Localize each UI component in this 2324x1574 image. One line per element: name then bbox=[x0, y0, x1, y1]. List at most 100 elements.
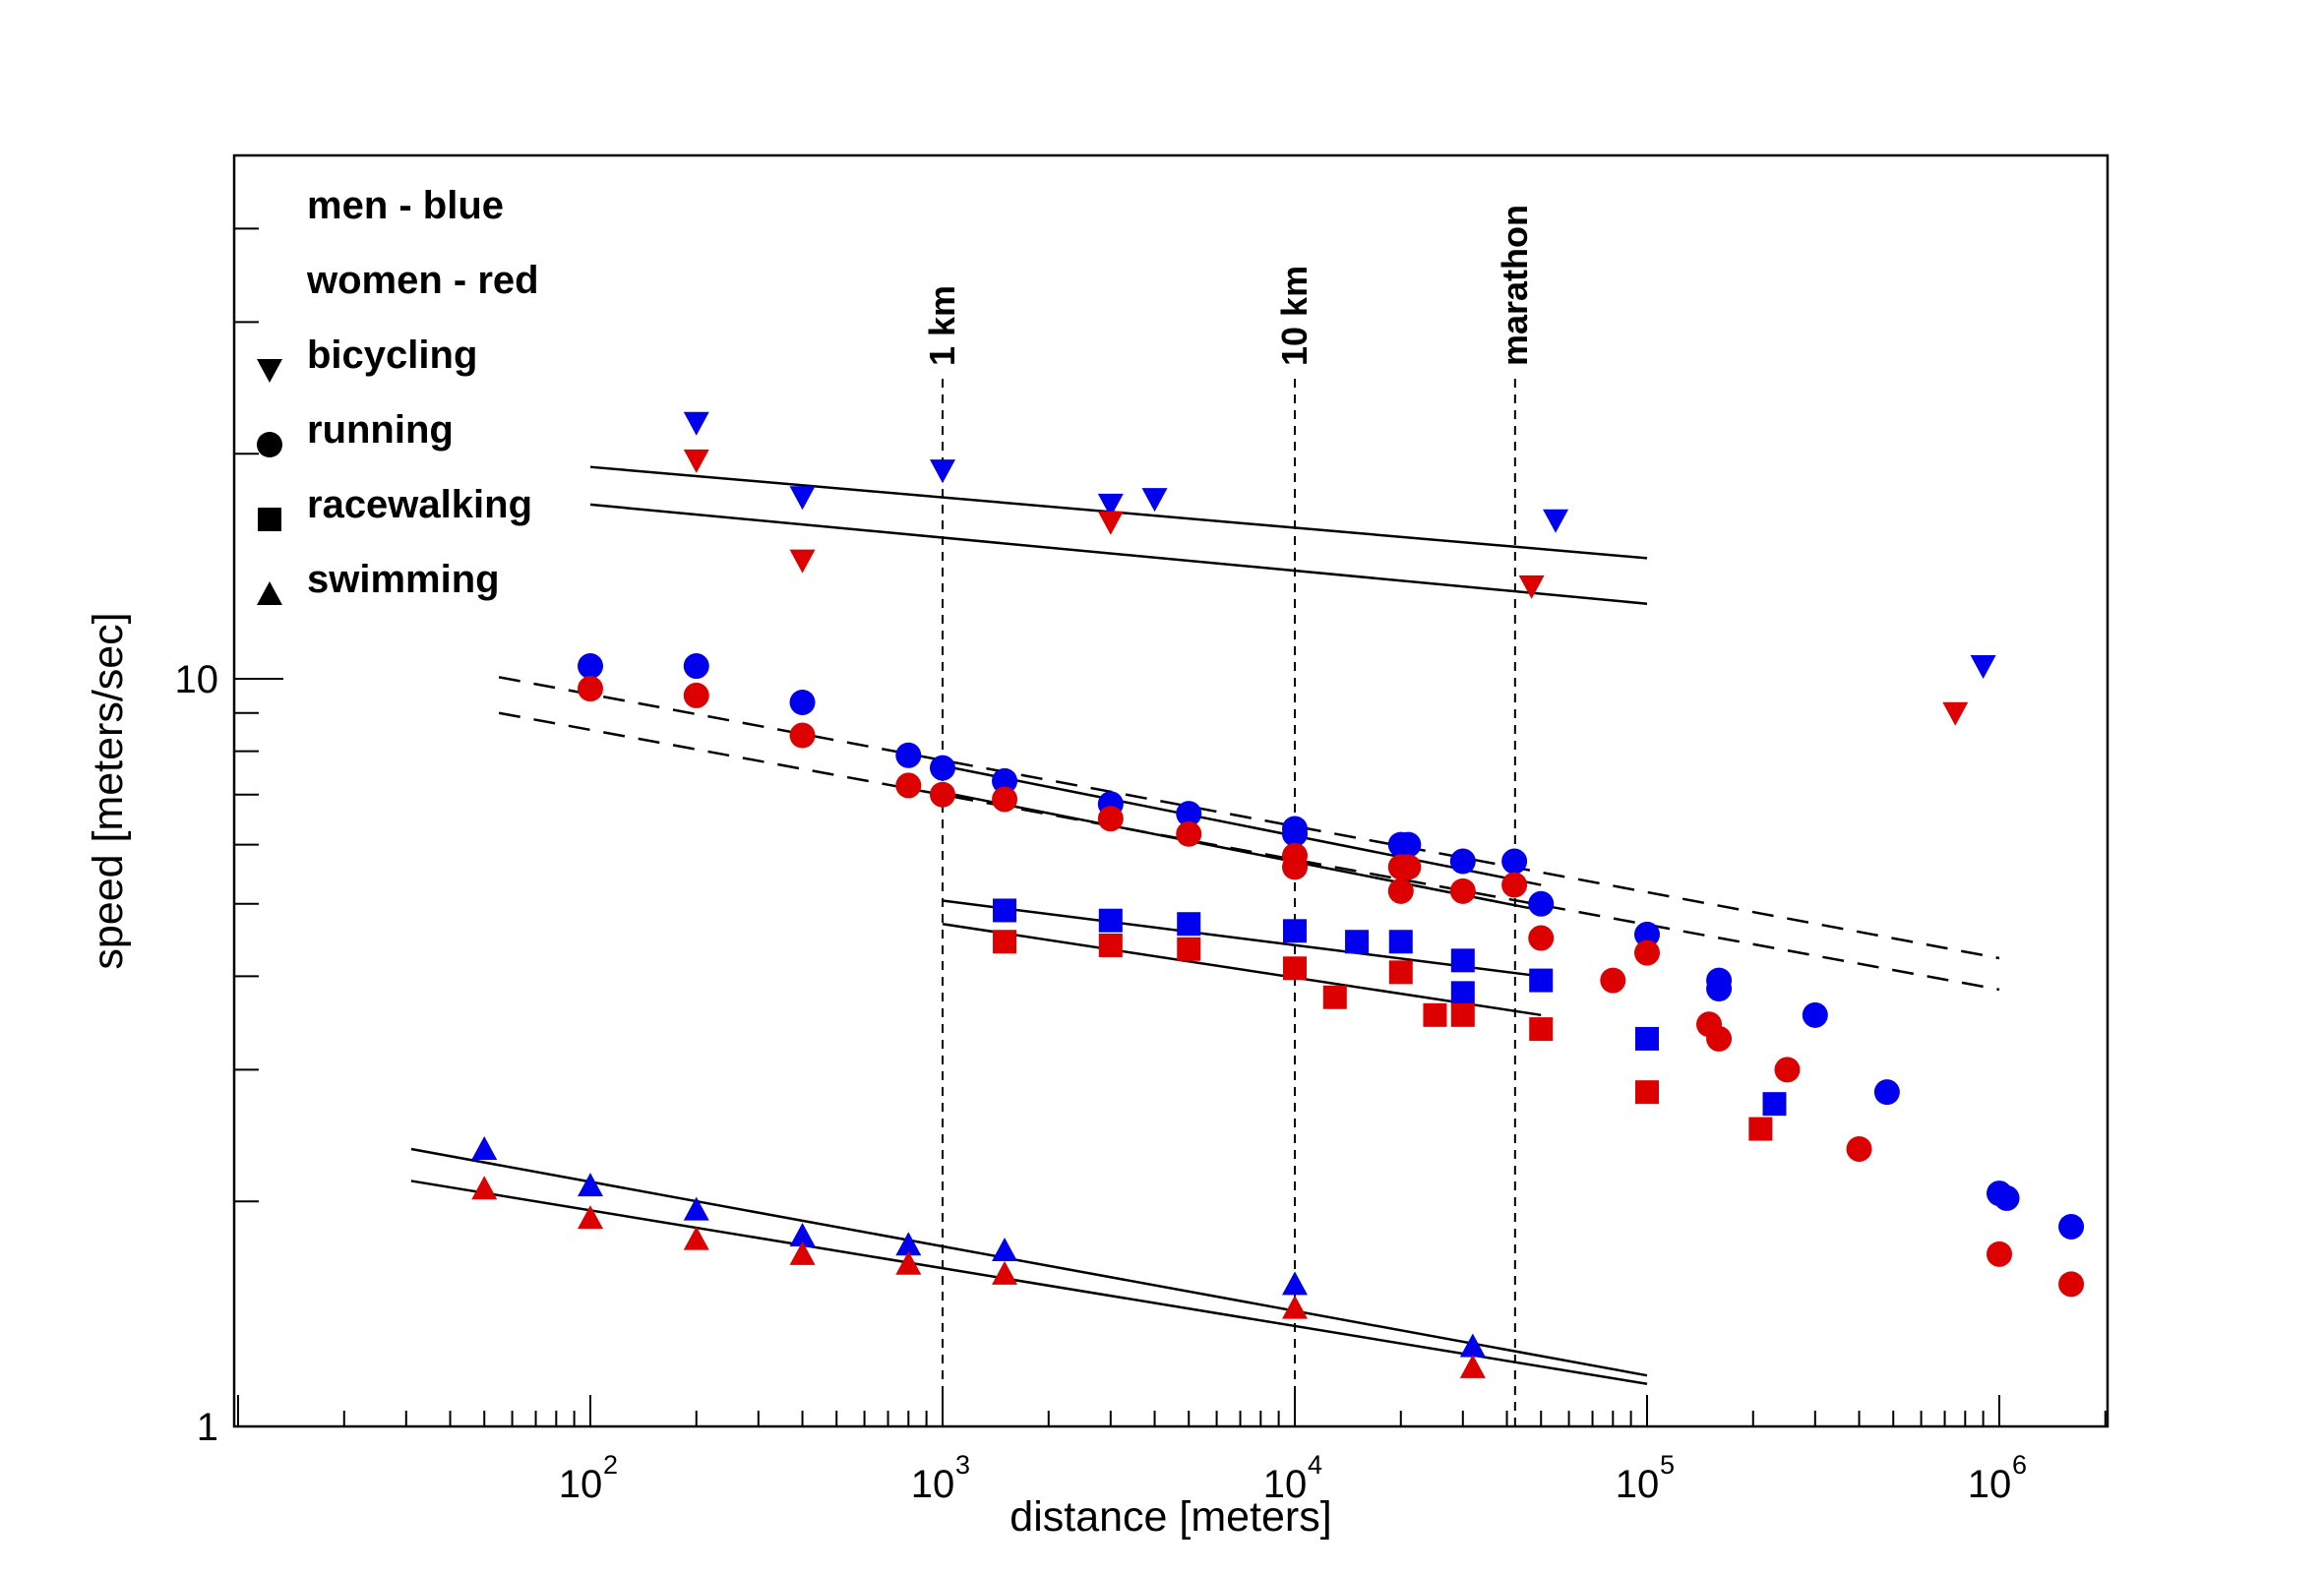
x-tick-label-exponent: 6 bbox=[2012, 1450, 2027, 1480]
fit-line bbox=[498, 711, 2000, 992]
x-axis-title: distance [meters] bbox=[1009, 1493, 1331, 1541]
y-tick-label: 1 bbox=[197, 1406, 218, 1449]
x-tick-label-exponent: 4 bbox=[1308, 1450, 1322, 1480]
x-tick-label: 10 bbox=[1968, 1463, 2012, 1506]
bicycling-women-point bbox=[789, 549, 816, 574]
fit-line bbox=[942, 764, 1542, 886]
swimming-women-point bbox=[683, 1226, 709, 1250]
running-men-point bbox=[1176, 801, 1202, 827]
legend-entry-label: swimming bbox=[307, 558, 500, 601]
bicycling-men-point bbox=[789, 486, 816, 511]
running-men-point bbox=[1501, 848, 1528, 875]
running-men-point bbox=[1706, 976, 1733, 1002]
running-men-point bbox=[930, 755, 955, 781]
swimming-women-point bbox=[1459, 1354, 1486, 1378]
legend-marker-square bbox=[258, 508, 281, 531]
swimming-men-point bbox=[789, 1222, 816, 1246]
fit-line bbox=[942, 899, 1542, 978]
running-women-point bbox=[578, 676, 603, 702]
running-men-point bbox=[1528, 890, 1555, 917]
running-women-point bbox=[1387, 878, 1414, 904]
swimming-men-point bbox=[895, 1232, 922, 1256]
bicycling-men-point bbox=[930, 459, 955, 484]
x-tick-label: 10 bbox=[1263, 1463, 1308, 1506]
running-women-point bbox=[1987, 1241, 2012, 1267]
racewalking-men-point bbox=[1283, 919, 1307, 943]
running-men-point bbox=[1993, 1184, 2020, 1211]
swimming-men-point bbox=[578, 1173, 603, 1197]
legend-entry-label: racewalking bbox=[307, 483, 532, 526]
x-tick-label-exponent: 3 bbox=[955, 1450, 970, 1480]
bicycling-men-point bbox=[1970, 655, 1996, 680]
running-women-point bbox=[1634, 939, 1660, 966]
running-women-point bbox=[1176, 820, 1202, 847]
swimming-women-point bbox=[895, 1250, 922, 1275]
bicycling-men-point bbox=[1543, 509, 1569, 533]
running-men-point bbox=[992, 767, 1018, 794]
swimming-women-point bbox=[992, 1260, 1018, 1285]
racewalking-women-point bbox=[1450, 1002, 1475, 1027]
fit-lines bbox=[410, 465, 2000, 1385]
racewalking-women-point bbox=[1529, 1017, 1554, 1042]
legend-entry-label: running bbox=[307, 408, 454, 452]
y-tick-label: 10 bbox=[175, 658, 219, 701]
running-men-point bbox=[1802, 1001, 1828, 1028]
running-men-point bbox=[1873, 1079, 1900, 1106]
swimming-women-point bbox=[471, 1176, 498, 1200]
running-women-point bbox=[2058, 1271, 2085, 1298]
bicycling-women-point bbox=[1942, 701, 1969, 726]
running-women-point bbox=[1282, 854, 1308, 880]
swimming-women-point bbox=[578, 1205, 603, 1230]
x-tick-label-exponent: 2 bbox=[603, 1450, 618, 1480]
running-men-point bbox=[895, 742, 922, 768]
annotation-label: 1 km bbox=[922, 285, 962, 366]
running-men-point bbox=[1282, 820, 1308, 847]
racewalking-men-point bbox=[1098, 908, 1123, 933]
running-women-point bbox=[1706, 1025, 1733, 1052]
legend-marker-triangle-up bbox=[257, 581, 282, 605]
racewalking-women-point bbox=[1322, 985, 1347, 1009]
fit-line bbox=[942, 922, 1542, 1017]
running-women-point bbox=[1846, 1135, 1872, 1162]
swimming-men-point bbox=[471, 1135, 498, 1160]
running-women-point bbox=[1097, 806, 1124, 832]
bicycling-women-point bbox=[683, 449, 709, 473]
axis-ticks bbox=[234, 227, 2107, 1427]
bicycling-men-point bbox=[1097, 493, 1124, 517]
racewalking-men-point bbox=[1450, 981, 1475, 1005]
fit-line bbox=[498, 676, 2000, 960]
bicycling-men-point bbox=[683, 411, 709, 436]
running-women-point bbox=[789, 722, 816, 749]
legend-marker-circle bbox=[257, 432, 282, 457]
racewalking-women-point bbox=[1388, 960, 1413, 985]
racewalking-men-point bbox=[1345, 930, 1370, 954]
running-women-point bbox=[1600, 967, 1626, 994]
legend-entry-label: women - red bbox=[306, 259, 539, 302]
running-men-point bbox=[683, 653, 709, 680]
running-women-point bbox=[1395, 854, 1422, 880]
y-axis-title: speed [meters/sec] bbox=[85, 612, 132, 969]
legend-entry-label: men - blue bbox=[307, 184, 504, 227]
legend-entry-label: bicycling bbox=[307, 333, 477, 377]
x-tick-label: 10 bbox=[1616, 1463, 1660, 1506]
racewalking-men-point bbox=[1450, 948, 1475, 973]
x-tick-label: 10 bbox=[911, 1463, 955, 1506]
running-women-point bbox=[1449, 878, 1476, 904]
swimming-men-point bbox=[1282, 1271, 1308, 1296]
plot-frame bbox=[232, 153, 2110, 1428]
running-women-point bbox=[1501, 872, 1528, 898]
racewalking-women-point bbox=[1748, 1117, 1773, 1141]
running-men-point bbox=[789, 689, 816, 715]
running-women-point bbox=[992, 786, 1018, 813]
racewalking-men-point bbox=[1635, 1026, 1659, 1051]
running-men-point bbox=[578, 653, 603, 680]
running-men-point bbox=[1634, 921, 1660, 947]
running-men-point bbox=[1449, 848, 1476, 875]
racewalking-men-point bbox=[1388, 930, 1413, 954]
running-women-point bbox=[895, 772, 922, 799]
swimming-women-point bbox=[789, 1241, 816, 1265]
x-tick-label: 10 bbox=[559, 1463, 603, 1506]
racewalking-men-point bbox=[1762, 1092, 1787, 1117]
